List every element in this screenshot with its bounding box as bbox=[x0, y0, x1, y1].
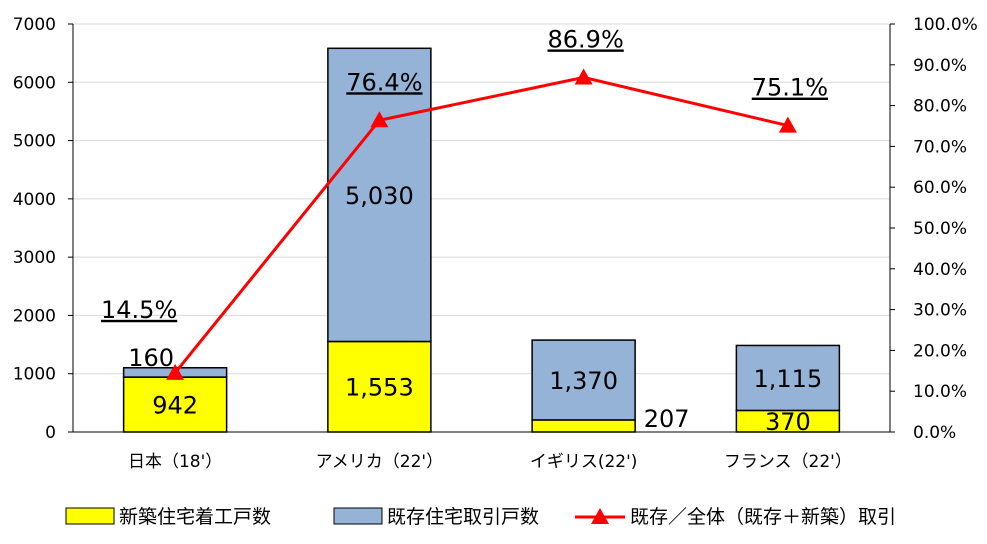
legend-swatch-new bbox=[65, 507, 115, 525]
category-label: フランス（22'） bbox=[724, 452, 852, 472]
legend-marker-ratio bbox=[591, 508, 609, 524]
category-label: アメリカ（22'） bbox=[316, 452, 443, 472]
y2-tick-label: 60.0% bbox=[913, 178, 967, 198]
gridlines bbox=[73, 23, 890, 375]
bar-layer bbox=[122, 47, 841, 433]
y-tick-label: 0 bbox=[45, 423, 56, 443]
y2-tick-label: 0.0% bbox=[913, 423, 956, 443]
y2-tick-label: 50.0% bbox=[913, 219, 967, 239]
legend-swatch-existing bbox=[333, 507, 383, 525]
bar-existing-transactions bbox=[735, 344, 841, 412]
ratio-value-label: 75.1% bbox=[752, 74, 828, 102]
bar-value-label-existing: 1,115 bbox=[754, 365, 823, 393]
y2-tick-label: 80.0% bbox=[913, 97, 967, 117]
ratio-marker bbox=[370, 111, 389, 128]
bar-value-label-new: 207 bbox=[644, 405, 690, 433]
y2-tick-label: 40.0% bbox=[913, 260, 967, 280]
ratio-value-label: 14.5% bbox=[101, 296, 177, 324]
legend-label-existing: 既存住宅取引戸数 bbox=[387, 506, 539, 528]
y2-tick-label: 100.0% bbox=[913, 15, 978, 35]
y-tick-label: 2000 bbox=[13, 306, 56, 326]
ratio-value-label: 76.4% bbox=[346, 68, 422, 96]
ratio-marker bbox=[166, 363, 185, 380]
ratio-marker bbox=[574, 68, 593, 85]
axes: 0 1000 2000 3000 4000 5000 6000 7000 0.0% 10.0% 20… bbox=[13, 15, 978, 472]
bar-value-label-existing: 1,370 bbox=[549, 367, 618, 395]
legend-label-new: 新築住宅着工戸数 bbox=[119, 506, 271, 528]
bar-existing-transactions bbox=[531, 339, 636, 421]
bar-new-construction bbox=[531, 419, 636, 433]
y-tick-label: 7000 bbox=[13, 15, 56, 35]
y-tick-label: 5000 bbox=[13, 132, 56, 152]
y-tick-label: 6000 bbox=[13, 73, 56, 93]
ratio-line bbox=[173, 75, 789, 374]
bar-existing-transactions bbox=[327, 47, 432, 343]
y2-tick-label: 10.0% bbox=[913, 382, 967, 402]
bar-value-label-new: 942 bbox=[152, 392, 198, 420]
legend: 新築住宅着工戸数 既存住宅取引戸数 既存／全体（既存＋新築）取引 bbox=[65, 506, 896, 528]
bar-value-label-new: 370 bbox=[765, 408, 811, 436]
bar-value-label-new: 1,553 bbox=[345, 374, 414, 402]
ratio-value-label: 86.9% bbox=[548, 25, 624, 53]
legend-label-ratio: 既存／全体（既存＋新築）取引 bbox=[630, 506, 896, 528]
y2-tick-label: 30.0% bbox=[913, 301, 967, 321]
y2-tick-label: 20.0% bbox=[913, 341, 967, 361]
y-tick-label: 3000 bbox=[13, 248, 56, 268]
ratio-marker bbox=[778, 116, 797, 133]
category-label: 日本（18'） bbox=[128, 452, 222, 472]
category-label: イギリス(22') bbox=[530, 452, 638, 472]
bar-value-label-existing: 5,030 bbox=[345, 182, 414, 210]
y2-tick-label: 70.0% bbox=[913, 137, 967, 157]
bar-new-construction bbox=[327, 340, 432, 433]
value-labels: 942 160 1,553 5,030 207 1,370 370 1,115 14.5% 76.… bbox=[101, 25, 828, 436]
y-tick-label: 4000 bbox=[13, 190, 56, 210]
bar-value-label-existing: 160 bbox=[128, 344, 174, 372]
ratio-line-layer bbox=[166, 68, 797, 380]
y-tick-label: 1000 bbox=[13, 365, 56, 385]
y2-tick-label: 90.0% bbox=[913, 56, 967, 76]
